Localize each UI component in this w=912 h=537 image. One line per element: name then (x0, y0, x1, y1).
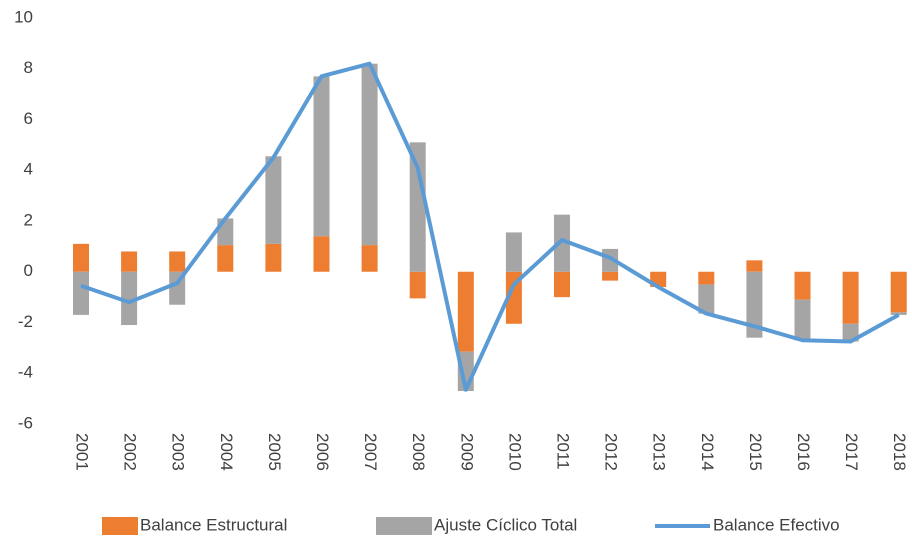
bar-segment (890, 271, 907, 313)
y-tick-label: 4 (24, 160, 33, 179)
bar-segment (890, 312, 907, 315)
x-tick-label: 2014 (698, 433, 717, 471)
bar-segment (73, 271, 89, 315)
bar-segment (554, 271, 570, 298)
x-tick-label: 2018 (890, 433, 909, 471)
bar-segment (409, 271, 426, 299)
x-tick-label: 2008 (409, 433, 428, 471)
bar-segment (746, 271, 763, 338)
bar-segment (842, 271, 859, 324)
bar-segment (554, 214, 570, 272)
x-tick-label: 2007 (361, 433, 380, 471)
x-tick-label: 2006 (313, 433, 332, 471)
bar-segment (121, 251, 138, 272)
bar-segment (505, 271, 522, 324)
bar-segment (121, 271, 138, 326)
legend-label: Balance Efectivo (713, 515, 840, 534)
y-tick-label: 2 (24, 210, 33, 229)
x-tick-label: 2009 (457, 433, 476, 471)
y-tick-label: 8 (24, 58, 33, 77)
y-tick-label: 0 (24, 261, 33, 280)
bar-segment (602, 271, 619, 281)
line-series (80, 61, 900, 392)
legend-label: Balance Estructural (140, 515, 287, 534)
y-tick-label: 10 (14, 7, 33, 26)
y-tick-label: -4 (18, 363, 33, 382)
x-tick-label: 2013 (650, 433, 669, 471)
bar-segment (265, 243, 282, 272)
bar-segment (361, 63, 378, 246)
bar-segment (794, 299, 811, 341)
x-tick-label: 2015 (746, 433, 765, 471)
bar-segment (265, 156, 282, 244)
bar-segment (169, 251, 186, 272)
x-tick-label: 2017 (842, 433, 861, 471)
bar-segment (313, 76, 330, 237)
legend-label: Ajuste Cíclico Total (434, 515, 577, 534)
x-tick-label: 2012 (602, 433, 621, 471)
bar-segment (73, 243, 89, 272)
bar-segment (217, 245, 234, 272)
y-tick-label: -6 (18, 413, 33, 432)
bar-segment (505, 232, 522, 272)
x-tick-label: 2016 (794, 433, 813, 471)
bar-segment (361, 245, 378, 272)
y-tick-label: 6 (24, 109, 33, 128)
bar-segment (457, 271, 474, 352)
legend-swatch (102, 517, 138, 535)
x-tick-label: 2010 (505, 433, 524, 471)
legend-swatch (376, 517, 432, 535)
bar-segment (409, 142, 426, 272)
x-tick-label: 2002 (121, 433, 140, 471)
bar-segment (313, 236, 330, 272)
bar-segment (217, 218, 234, 246)
x-tick-label: 2011 (554, 433, 573, 470)
bar-segment (698, 271, 715, 285)
bar-segment (698, 284, 715, 314)
y-tick-label: -2 (18, 312, 33, 331)
bar-segment (794, 271, 811, 300)
bar-segment (746, 260, 763, 272)
x-tick-label: 2004 (217, 433, 236, 471)
x-tick-label: 2005 (265, 433, 284, 471)
x-tick-label: 2001 (73, 433, 92, 471)
x-tick-label: 2003 (169, 433, 188, 471)
